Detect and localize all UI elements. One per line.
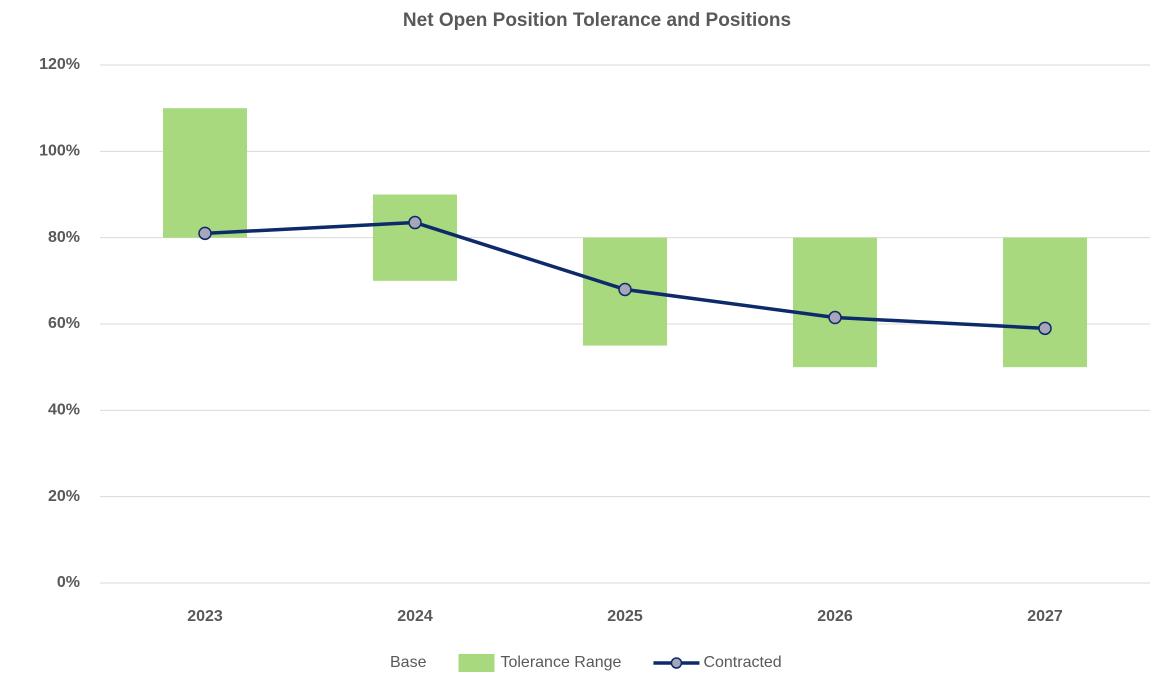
line-marker — [618, 282, 632, 297]
line-marker — [1038, 321, 1052, 336]
legend-label: Base — [390, 654, 427, 671]
bar-segment — [793, 237, 877, 368]
bar-segment — [793, 367, 877, 583]
x-tick-label: 2027 — [1027, 608, 1063, 625]
legend-swatch — [670, 657, 683, 669]
y-tick-label: 60% — [48, 315, 80, 332]
y-tick-label: 120% — [39, 56, 80, 73]
bar-segment — [1003, 367, 1087, 583]
y-tick-label: 20% — [48, 488, 80, 505]
bar-segment — [373, 194, 457, 281]
line-marker — [408, 215, 422, 230]
chart-title: Net Open Position Tolerance and Position… — [403, 10, 791, 31]
y-tick-label: 80% — [48, 229, 80, 246]
legend-swatch — [458, 654, 495, 672]
bar-segment — [373, 281, 457, 583]
line-marker — [198, 226, 212, 241]
legend-label: Tolerance Range — [500, 654, 621, 671]
legend-label: Contracted — [703, 654, 781, 671]
y-tick-label: 100% — [39, 143, 80, 160]
x-tick-label: 2026 — [817, 608, 853, 625]
y-tick-label: 40% — [48, 402, 80, 419]
x-tick-label: 2025 — [607, 608, 643, 625]
x-tick-label: 2024 — [397, 608, 433, 625]
y-tick-label: 0% — [57, 574, 80, 591]
bar-segment — [583, 346, 667, 583]
bar-segment — [163, 108, 247, 238]
line-marker — [828, 310, 842, 325]
bar-segment — [1003, 237, 1087, 368]
x-tick-label: 2023 — [187, 608, 223, 625]
